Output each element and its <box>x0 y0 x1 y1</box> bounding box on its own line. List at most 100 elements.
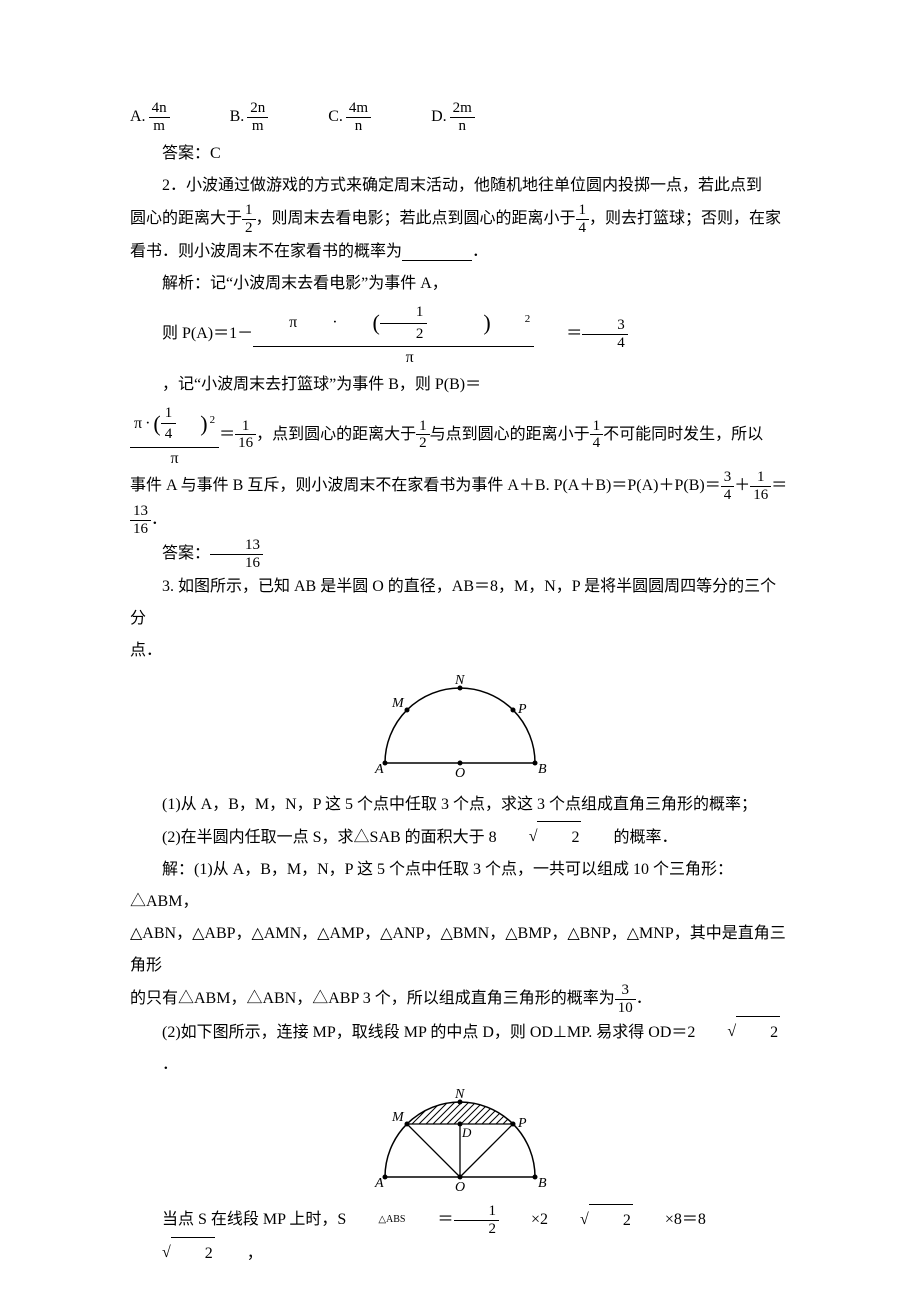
answer-1: 答案：C <box>130 138 790 170</box>
rparen: ) <box>451 311 490 335</box>
frac-num: 2n <box>247 100 268 118</box>
label-m: M <box>391 696 405 711</box>
text: ． <box>472 236 488 268</box>
text: 不可能同时发生，所以 <box>603 419 763 451</box>
label-o: O <box>455 1180 465 1195</box>
radical-icon: √ <box>130 1237 171 1269</box>
frac-den: 2 <box>242 220 256 237</box>
label-p: P <box>517 702 527 717</box>
frac-num: 3 <box>615 982 636 1000</box>
frac-den: π <box>253 347 534 369</box>
sqrt-val: 2 <box>736 1016 780 1049</box>
label-m: M <box>391 1110 405 1125</box>
option-c: C. 4m n <box>328 100 371 134</box>
frac-half: 1 2 <box>242 202 256 236</box>
exponent: 2 <box>493 313 531 325</box>
rparen: ) <box>200 412 207 436</box>
text: 的概率． <box>581 822 677 854</box>
sqrt-2: √2 <box>497 821 582 854</box>
pi: π <box>257 314 297 332</box>
label-b: B <box>538 762 547 777</box>
option-c-label: C. <box>328 101 343 133</box>
equals: ＝ <box>534 318 582 350</box>
fill-blank <box>402 244 472 261</box>
frac-num: 1 <box>590 418 604 436</box>
q3-sub2: (2)在半圆内任取一点 S，求△SAB 的面积大于 8 √2 的概率． <box>130 821 790 854</box>
sqrt-2: √2 <box>130 1237 215 1270</box>
frac-den: 16 <box>235 435 256 452</box>
frac-den: m <box>247 118 268 135</box>
frac-den: 16 <box>210 555 263 572</box>
dot: · <box>300 314 337 332</box>
sqrt-2: √2 <box>548 1204 633 1237</box>
text: 与点到圆心的距离小于 <box>430 419 590 451</box>
text: ＝ <box>406 1204 454 1236</box>
radical-icon: √ <box>695 1016 736 1048</box>
sqrt-val: 2 <box>589 1204 633 1237</box>
sol2-line1: 解析：记“小波周末去看电影”为事件 A， <box>130 268 790 300</box>
frac-num: 1 <box>380 302 428 324</box>
label-p: P <box>517 1116 527 1131</box>
q3-sub1: (1)从 A，B，M，N，P 这 5 个点中任取 3 个点，求这 3 个点组成直… <box>130 789 790 821</box>
text: 事件 A 与事件 B 互斥，则小波周末不在家看书为事件 A＋B. P(A＋B)＝… <box>130 470 721 502</box>
sqrt-2: √2 <box>695 1016 780 1049</box>
radical-icon: √ <box>548 1204 589 1236</box>
label-n: N <box>454 673 465 688</box>
label-a: A <box>374 1176 384 1191</box>
complex-frac-a: π · ( 1 2 ) 2 π <box>253 300 534 369</box>
label-o: O <box>455 766 465 781</box>
option-b-label: B. <box>230 101 245 133</box>
frac-13-16: 13 16 <box>130 503 151 537</box>
q3-line1: 3. 如图所示，已知 AB 是半圆 O 的直径，AB＝8，M，N，P 是将半圆圆… <box>130 571 790 635</box>
frac-1-16: 1 16 <box>750 469 771 503</box>
text: ． <box>636 983 652 1015</box>
frac-den: 4 <box>576 220 590 237</box>
frac-num: 13 <box>130 503 151 521</box>
frac-den: 16 <box>130 521 151 538</box>
q3-sol3: 的只有△ABM，△ABN，△ABP 3 个，所以组成直角三角形的概率为 3 10… <box>130 982 790 1016</box>
frac-num: 2m <box>450 100 475 118</box>
frac-den: n <box>346 118 371 135</box>
option-c-frac: 4m n <box>346 100 371 134</box>
option-a-frac: 4n m <box>149 100 170 134</box>
frac-half: 1 2 <box>454 1203 500 1237</box>
radical-icon: √ <box>497 821 538 853</box>
frac-den: 4 <box>161 424 177 445</box>
sol2-answer: 答案： 13 16 <box>130 537 790 571</box>
q3-sol1: 解：(1)从 A，B，M，N，P 这 5 个点中任取 3 个点，一共可以组成 1… <box>130 854 790 918</box>
frac-3-4: 3 4 <box>582 317 628 351</box>
frac-num: 1 <box>235 418 256 436</box>
text: (2)在半圆内任取一点 S，求△SAB 的面积大于 8 <box>130 822 497 854</box>
label-d: D <box>461 1125 472 1140</box>
frac-num: 3 <box>582 317 628 335</box>
text: 则 P(A)＝1－ <box>130 318 253 350</box>
text: ． <box>151 504 167 536</box>
q3-sol4: (2)如下图所示，连接 MP，取线段 MP 的中点 D，则 OD⊥MP. 易求得… <box>130 1016 790 1081</box>
frac-quarter: 1 4 <box>590 418 604 452</box>
lparen: ( <box>153 412 160 436</box>
text: (2)如下图所示，连接 MP，取线段 MP 的中点 D，则 OD⊥MP. 易求得… <box>130 1017 695 1049</box>
inner-frac: 1 4 <box>161 403 177 445</box>
text: ，记“小波周末去打篮球”为事件 B，则 P(B)＝ <box>130 369 481 401</box>
text: ，则去打篮球；否则，在家 <box>589 203 781 235</box>
text: 的只有△ABM，△ABN，△ABP 3 个，所以组成直角三角形的概率为 <box>130 983 615 1015</box>
frac-num: π · ( 1 4 ) 2 <box>130 401 219 448</box>
frac-num: 4n <box>149 100 170 118</box>
q3-line1b: 点． <box>130 635 790 667</box>
q2-line3: 看书．则小波周末不在家看书的概率为 ． <box>130 236 790 268</box>
frac-den: n <box>450 118 475 135</box>
sol2-line4: 事件 A 与事件 B 互斥，则小波周末不在家看书为事件 A＋B. P(A＋B)＝… <box>130 469 790 503</box>
text: ×8＝8 <box>633 1204 706 1236</box>
frac-den: 2 <box>416 435 430 452</box>
frac-3-4: 3 4 <box>721 469 735 503</box>
frac-num: 1 <box>454 1203 500 1221</box>
text: 当点 S 在线段 MP 上时，S <box>130 1204 346 1236</box>
q3-sol2: △ABN，△ABP，△AMN，△AMP，△ANP，△BMN，△BMP，△BNP，… <box>130 918 790 982</box>
frac-den: m <box>149 118 170 135</box>
frac-num: 1 <box>576 202 590 220</box>
text: 答案： <box>130 538 210 570</box>
answer-options: A. 4n m B. 2n m C. 4m n D. 2m n <box>130 100 790 134</box>
text: ，则周末去看电影；若此点到圆心的距离小于 <box>256 203 576 235</box>
label-n: N <box>454 1087 465 1102</box>
frac-num: 1 <box>242 202 256 220</box>
